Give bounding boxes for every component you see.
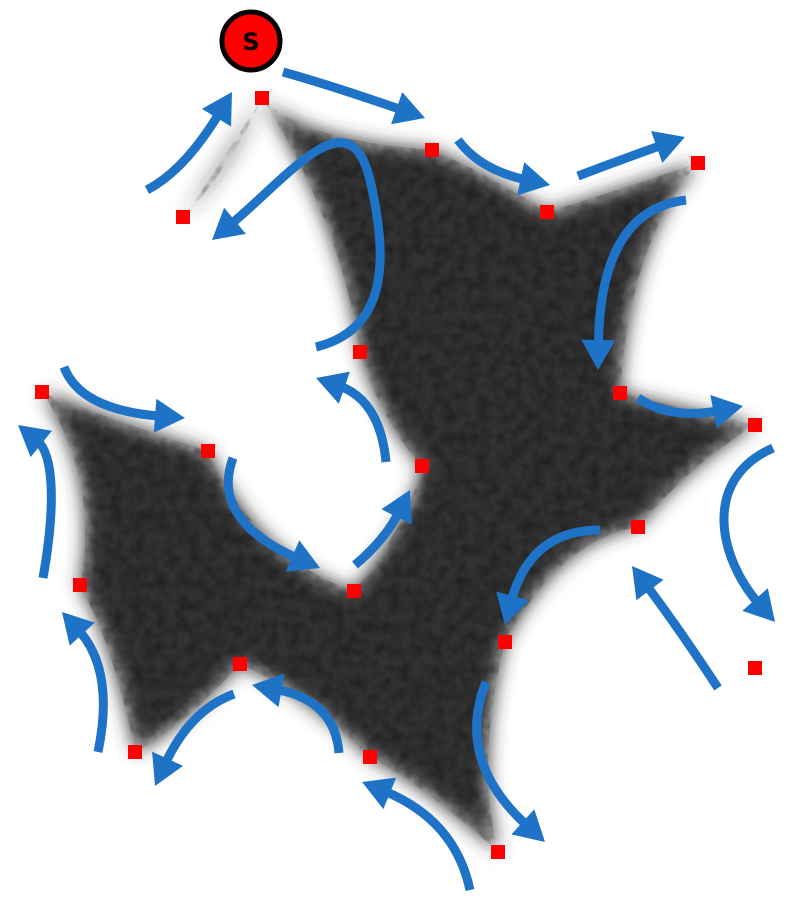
vertex-marker-icon [201,444,215,458]
curved-arrow-icon [352,490,412,569]
vertex-marker-icon [748,418,762,432]
start-label: S [242,28,259,56]
vertex-marker-icon [631,520,645,534]
vertex-marker-icon [748,661,762,675]
curved-arrow-icon [59,365,185,433]
curved-arrow-icon [472,680,545,842]
vertex-marker-icon [498,635,512,649]
start-node: S [219,9,283,73]
curved-arrow-icon [316,371,391,463]
traversal-arrows [18,67,775,891]
vertex-marker-icon [491,845,505,859]
start-node-icon [219,9,283,73]
vertex-marker-icon [233,657,247,671]
vertex-markers [35,91,762,859]
curved-arrow-icon [152,689,236,786]
vertex-marker-icon [347,584,361,598]
vertex-marker-icon [540,205,554,219]
curved-arrow-icon [212,138,385,352]
curved-arrow-icon [144,92,232,194]
curved-arrow-icon [252,673,344,754]
curved-arrow-icon [635,394,743,429]
curved-arrow-icon [581,195,687,370]
curved-arrow-icon [496,525,601,625]
curved-arrow-icon [62,612,108,753]
vertex-marker-icon [35,385,49,399]
vertex-marker-icon [363,750,377,764]
vertex-marker-icon [255,91,269,105]
curved-arrow-icon [362,777,475,891]
vertex-marker-icon [613,386,627,400]
vertex-marker-icon [128,745,142,759]
vertex-marker-icon [691,156,705,170]
vertex-marker-icon [73,578,87,592]
vertex-marker-icon [353,345,367,359]
curved-arrow-icon [632,566,722,691]
curved-arrow-icon [576,130,685,181]
vertex-marker-icon [425,143,439,157]
curved-arrow-icon [281,67,425,125]
vertex-marker-icon [176,210,190,224]
curved-arrow-icon [18,425,56,579]
vertex-marker-icon [415,459,429,473]
curved-arrow-icon [719,443,775,622]
curved-arrow-icon [223,456,320,572]
curved-arrow-icon [454,137,550,196]
